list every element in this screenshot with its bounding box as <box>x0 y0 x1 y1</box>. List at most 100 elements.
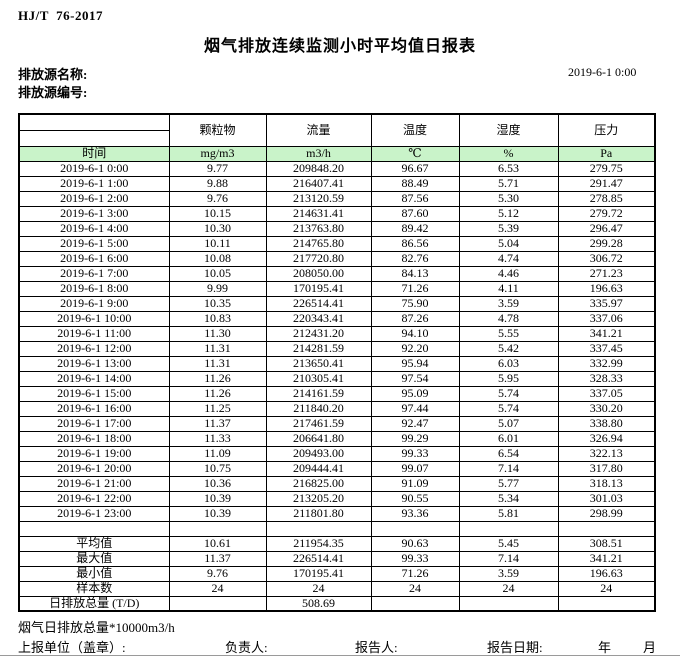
hourly-data-row: 2019-6-1 23:00 10.39 211801.80 93.36 5.81 298… <box>18 505 656 522</box>
value-cell: 95.94 <box>370 355 460 372</box>
value-cell: 97.54 <box>370 370 460 387</box>
hourly-data-row: 2019-6-1 0:00 9.77 209848.20 96.67 6.53 279.7… <box>18 160 656 177</box>
hourly-data-row: 2019-6-1 11:00 11.30 212431.20 94.10 5.55 341… <box>18 325 656 342</box>
value-cell: 213205.20 <box>265 490 372 507</box>
value-cell: 3.59 <box>458 565 559 582</box>
value-cell: 91.09 <box>370 475 460 492</box>
value-cell: 11.31 <box>168 355 267 372</box>
reporter-label: 报告人: <box>355 640 398 655</box>
hourly-data-row: 2019-6-1 7:00 10.05 208050.00 84.13 4.46 271.… <box>18 265 656 282</box>
value-cell: 5.74 <box>458 385 559 402</box>
spacer-row <box>18 520 656 537</box>
value-cell: 213120.59 <box>265 190 372 207</box>
row-label-cell: 2019-6-1 10:00 <box>18 310 170 327</box>
value-cell: 11.37 <box>168 415 267 432</box>
value-cell: 299.28 <box>557 235 656 252</box>
value-cell <box>557 520 656 537</box>
value-cell: 99.29 <box>370 430 460 447</box>
row-label-cell: 2019-6-1 4:00 <box>18 220 170 237</box>
value-cell: 226514.41 <box>265 550 372 567</box>
hourly-data-row: 2019-6-1 12:00 11.31 214281.59 92.20 5.42 337… <box>18 340 656 357</box>
value-cell: 93.36 <box>370 505 460 522</box>
value-cell: 5.34 <box>458 490 559 507</box>
value-cell: 337.45 <box>557 340 656 357</box>
value-cell: 216825.00 <box>265 475 372 492</box>
table-body: 2019-6-1 0:00 9.77 209848.20 96.67 6.53 279.7… <box>18 160 656 612</box>
value-cell: 9.88 <box>168 175 267 192</box>
value-cell: 209444.41 <box>265 460 372 477</box>
value-cell: 7.14 <box>458 550 559 567</box>
report-date-label: 报告日期: <box>487 640 543 655</box>
value-cell: 87.56 <box>370 190 460 207</box>
column-header-temperature: 温度 <box>370 113 460 147</box>
reporting-unit-label: 上报单位（盖章）: <box>18 640 126 655</box>
value-cell: 298.99 <box>557 505 656 522</box>
row-label-cell: 2019-6-1 18:00 <box>18 430 170 447</box>
value-cell <box>458 595 559 612</box>
row-label-cell: 2019-6-1 21:00 <box>18 475 170 492</box>
value-cell: 11.30 <box>168 325 267 342</box>
row-label-cell: 2019-6-1 2:00 <box>18 190 170 207</box>
value-cell: 92.47 <box>370 415 460 432</box>
value-cell: 24 <box>370 580 460 597</box>
row-label-cell: 2019-6-1 22:00 <box>18 490 170 507</box>
value-cell: 296.47 <box>557 220 656 237</box>
value-cell: 291.47 <box>557 175 656 192</box>
value-cell: 24 <box>265 580 372 597</box>
value-cell: 208050.00 <box>265 265 372 282</box>
row-label-cell: 2019-6-1 15:00 <box>18 385 170 402</box>
row-label-cell: 2019-6-1 3:00 <box>18 205 170 222</box>
value-cell: 217720.80 <box>265 250 372 267</box>
value-cell: 211954.35 <box>265 535 372 552</box>
value-cell: 4.78 <box>458 310 559 327</box>
value-cell: 11.33 <box>168 430 267 447</box>
value-cell: 330.20 <box>557 400 656 417</box>
value-cell: 99.33 <box>370 550 460 567</box>
value-cell: 335.97 <box>557 295 656 312</box>
value-cell: 10.35 <box>168 295 267 312</box>
value-cell: 10.39 <box>168 505 267 522</box>
hourly-data-row: 2019-6-1 21:00 10.36 216825.00 91.09 5.77 318… <box>18 475 656 492</box>
value-cell: 317.80 <box>557 460 656 477</box>
value-cell: 10.05 <box>168 265 267 282</box>
time-header: 时间 <box>18 145 170 162</box>
hourly-data-row: 2019-6-1 2:00 9.76 213120.59 87.56 5.30 278.8… <box>18 190 656 207</box>
column-header-pressure: 压力 <box>557 113 656 147</box>
value-cell: 10.39 <box>168 490 267 507</box>
value-cell: 11.26 <box>168 385 267 402</box>
value-cell <box>557 595 656 612</box>
value-cell: 11.09 <box>168 445 267 462</box>
row-label-cell: 最大值 <box>18 550 170 567</box>
row-label-cell: 2019-6-1 13:00 <box>18 355 170 372</box>
report-datetime: 2019-6-1 0:00 <box>568 65 637 79</box>
value-cell: 5.71 <box>458 175 559 192</box>
hourly-data-row: 2019-6-1 14:00 11.26 210305.41 97.54 5.95 328… <box>18 370 656 387</box>
header-corner-bottom-cell <box>18 129 170 147</box>
hourly-data-row: 2019-6-1 8:00 9.99 170195.41 71.26 4.11 196.6… <box>18 280 656 297</box>
value-cell: 332.99 <box>557 355 656 372</box>
page-bottom-divider <box>0 655 680 656</box>
value-cell: 6.53 <box>458 160 559 177</box>
hourly-data-row: 2019-6-1 17:00 11.37 217461.59 92.47 5.07 338… <box>18 415 656 432</box>
value-cell: 318.13 <box>557 475 656 492</box>
header-corner-top-cell <box>18 113 170 131</box>
hourly-data-row: 2019-6-1 18:00 11.33 206641.80 99.29 6.01 326… <box>18 430 656 447</box>
value-cell: 5.42 <box>458 340 559 357</box>
column-header-humidity: 湿度 <box>458 113 559 147</box>
row-label-cell: 2019-6-1 7:00 <box>18 265 170 282</box>
summary-row: 平均值 10.61 211954.35 90.63 5.45 308.51 <box>18 535 656 552</box>
row-label-cell: 2019-6-1 9:00 <box>18 295 170 312</box>
row-label-cell: 样本数 <box>18 580 170 597</box>
value-cell: 341.21 <box>557 325 656 342</box>
value-cell: 92.20 <box>370 340 460 357</box>
hourly-data-row: 2019-6-1 9:00 10.35 226514.41 75.90 3.59 335.… <box>18 295 656 312</box>
value-cell: 10.11 <box>168 235 267 252</box>
value-cell: 212431.20 <box>265 325 372 342</box>
monitoring-table: 颗粒物 流量 温度 湿度 压力 时间 mg/m3 m3/h ℃ % Pa 201… <box>18 113 656 612</box>
value-cell: 4.74 <box>458 250 559 267</box>
value-cell: 9.76 <box>168 190 267 207</box>
hourly-data-row: 2019-6-1 5:00 10.11 214765.80 86.56 5.04 299.… <box>18 235 656 252</box>
value-cell: 7.14 <box>458 460 559 477</box>
value-cell: 206641.80 <box>265 430 372 447</box>
